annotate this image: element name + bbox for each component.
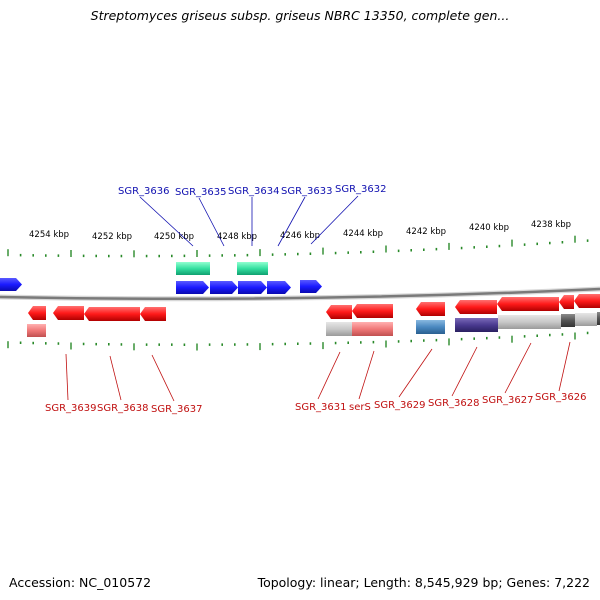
gene-label[interactable]: SGR_3633 [281, 186, 333, 197]
gene-sgr-3639[interactable] [28, 306, 46, 320]
annotation-bar[interactable] [561, 314, 575, 327]
scale-label: 4240 kbp [469, 223, 509, 233]
accession-text: Accession: NC_010572 [9, 575, 152, 590]
annotation-bar[interactable] [498, 315, 561, 329]
gene-sgr-3626[interactable] [559, 295, 574, 309]
gene-sgr-3632[interactable] [300, 280, 322, 293]
leader-line [358, 350, 375, 400]
leader-line [451, 346, 478, 397]
scale-label: 4246 kbp [280, 231, 320, 241]
gene-sgr-3635[interactable] [210, 281, 238, 294]
scale-label: 4248 kbp [217, 232, 257, 242]
annotation-bar[interactable] [416, 320, 445, 334]
rna-feature[interactable] [176, 262, 210, 275]
annotation-bar[interactable] [597, 312, 600, 325]
gene-sgr-3634[interactable] [238, 281, 267, 294]
scale-label: 4238 kbp [531, 220, 571, 230]
scale-labels: 4254 kbp 4252 kbp 4250 kbp 4248 kbp 4246… [29, 220, 571, 242]
gene-label[interactable]: SGR_3631 [295, 402, 347, 413]
leader-line [139, 196, 194, 247]
annotation-bar[interactable] [27, 324, 46, 337]
forward-gene[interactable] [0, 278, 22, 291]
reverse-gene[interactable] [53, 306, 84, 320]
gene-sgr-3631[interactable] [326, 305, 352, 319]
gene-label[interactable]: SGR_3632 [335, 184, 387, 195]
scale-ticks-upper [7, 235, 589, 258]
annotation-bar[interactable] [326, 322, 352, 336]
gene-sgr-3638[interactable] [84, 307, 140, 321]
gene-sgr-3627[interactable] [497, 297, 559, 311]
gene-label[interactable]: SGR_3636 [118, 186, 170, 197]
leader-line [504, 342, 532, 394]
scale-label: 4244 kbp [343, 229, 383, 239]
gene-labels-top: SGR_3636 SGR_3635 SGR_3634 SGR_3633 SGR_… [118, 184, 387, 247]
leader-line [151, 354, 175, 402]
gene-label[interactable]: SGR_3629 [374, 400, 426, 411]
gene-label[interactable]: SGR_3639 [45, 403, 97, 414]
rna-feature[interactable] [237, 262, 268, 275]
gene-sgr-3637[interactable] [140, 307, 166, 321]
gene-label[interactable]: serS [349, 402, 371, 413]
gene-label[interactable]: SGR_3638 [97, 403, 149, 414]
leader-line [109, 355, 122, 401]
gene-sgr-3628[interactable] [455, 300, 497, 314]
leader-line [277, 196, 306, 247]
annotation-bar[interactable] [352, 322, 393, 336]
scale-ticks-lower [7, 331, 589, 351]
annotation-bar[interactable] [575, 313, 597, 326]
genome-backbone[interactable] [0, 287, 600, 301]
gene-label[interactable]: SGR_3635 [175, 187, 227, 198]
scale-label: 4252 kbp [92, 232, 132, 242]
leader-line [310, 195, 359, 245]
gene-sgr-3629[interactable] [416, 302, 445, 316]
gene-sers[interactable] [352, 304, 393, 318]
gene-labels-bottom: SGR_3639 SGR_3638 SGR_3637 SGR_3631 serS… [45, 341, 587, 415]
gene-sgr-3636[interactable] [176, 281, 209, 294]
leader-line [198, 197, 225, 247]
scale-label: 4254 kbp [29, 230, 69, 240]
gene-label[interactable]: SGR_3626 [535, 392, 587, 403]
topology-text: Topology: linear; Length: 8,545,929 bp; … [257, 575, 590, 590]
gene-label[interactable]: SGR_3637 [151, 404, 203, 415]
leader-line [558, 341, 571, 392]
leader-line [65, 353, 69, 401]
gene-sgr-3633[interactable] [267, 281, 291, 294]
genome-title: Streptomyces griseus subsp. griseus NBRC… [90, 8, 510, 23]
leader-line [398, 348, 433, 398]
annotation-bar[interactable] [455, 318, 498, 332]
gene-label[interactable]: SGR_3628 [428, 398, 480, 409]
leader-line [317, 351, 341, 400]
gene-label[interactable]: SGR_3627 [482, 395, 534, 406]
scale-label: 4242 kbp [406, 227, 446, 237]
gene-label[interactable]: SGR_3634 [228, 186, 280, 197]
reverse-gene[interactable] [574, 294, 600, 308]
scale-label: 4250 kbp [154, 232, 194, 242]
